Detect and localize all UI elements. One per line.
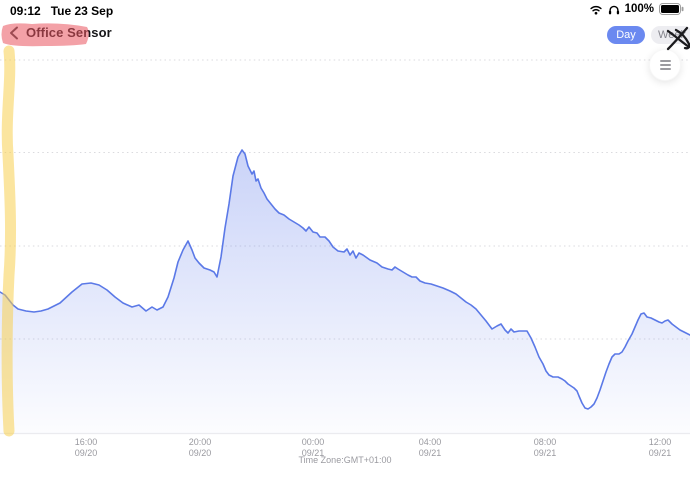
status-bar-right: 100% xyxy=(589,3,684,15)
timezone-label: Time Zone:GMT+01:00 xyxy=(298,455,392,465)
chevron-left-icon xyxy=(10,26,18,39)
menu-button[interactable] xyxy=(649,49,681,81)
battery-percent-text: 100% xyxy=(624,3,654,15)
back-button[interactable]: Office Sensor xyxy=(9,25,112,40)
page-title: Office Sensor xyxy=(26,25,112,40)
status-bar-left: 09:12 Tue 23 Sep xyxy=(10,4,113,18)
day-button-label: Day xyxy=(616,29,636,41)
week-button-label: Week xyxy=(658,29,686,41)
headphones-icon xyxy=(608,5,619,14)
battery-icon xyxy=(659,3,684,15)
day-button[interactable]: Day xyxy=(607,26,645,44)
date-text: Tue 23 Sep xyxy=(50,4,114,18)
hamburger-menu-icon xyxy=(659,60,671,70)
week-button[interactable]: Week xyxy=(651,26,690,44)
wifi-icon xyxy=(589,5,602,15)
clock-text: 09:12 xyxy=(10,4,41,18)
